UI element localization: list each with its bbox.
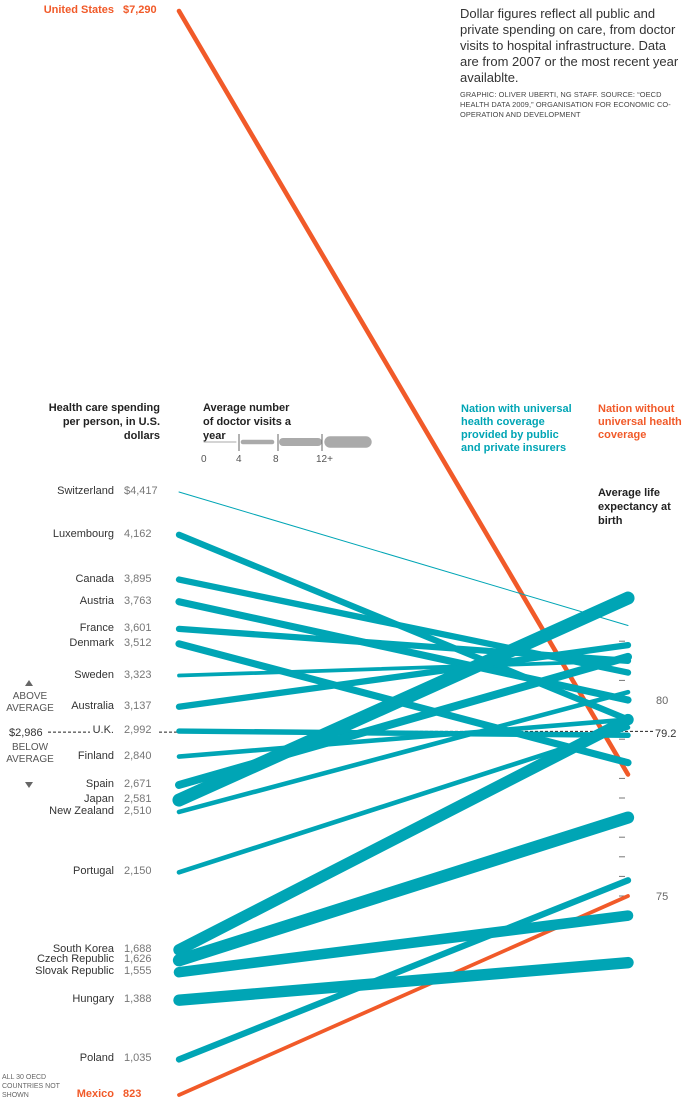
country-label-switzerland: Switzerland — [57, 485, 114, 497]
visit-scale-0: 0 — [201, 454, 207, 465]
spending-value-united-states: $7,290 — [123, 4, 157, 16]
country-label-united-states: United States — [43, 4, 114, 16]
spending-value-austria: 3,763 — [124, 594, 152, 607]
slope-line-u-k — [176, 728, 631, 739]
spending-value-czech-republic: 1,626 — [124, 953, 152, 966]
life-tick-label: 80 — [656, 695, 668, 707]
country-label-denmark: Denmark — [69, 636, 114, 649]
visit-scale-8: 8 — [273, 454, 279, 465]
life-header: Average life expectancy at birth — [598, 487, 671, 527]
slope-line-slovak-republic — [173, 910, 634, 978]
spending-value-poland: 1,035 — [124, 1052, 152, 1065]
country-label-poland: Poland — [79, 1052, 114, 1065]
slope-line-sweden — [177, 658, 630, 678]
visits-header: Average number of doctor visits a year — [203, 402, 292, 442]
slope-line-poland — [175, 877, 632, 1063]
spending-value-spain: 2,671 — [124, 777, 152, 790]
country-label-slovak-republic: Slovak Republic — [35, 965, 114, 978]
spending-value-canada: 3,895 — [124, 572, 152, 585]
slope-line-hungary — [173, 956, 634, 1006]
country-label-portugal: Portugal — [73, 865, 114, 878]
country-label-japan: Japan — [84, 793, 114, 806]
country-label-mexico: Mexico — [76, 1088, 114, 1100]
spending-value-portugal: 2,150 — [124, 865, 152, 878]
above-average-label: ABOVE AVERAGE — [6, 691, 54, 714]
spending-value-japan: 2,581 — [124, 793, 152, 806]
spending-value-luxembourg: 4,162 — [124, 527, 152, 540]
avg-life-label: 79.2 — [655, 728, 677, 740]
slope-line-austria — [175, 598, 632, 704]
country-label-luxembourg: Luxembourg — [52, 527, 114, 540]
life-tick-label: 75 — [656, 891, 668, 903]
country-label-spain: Spain — [85, 777, 114, 790]
spending-value-australia: 3,137 — [124, 699, 152, 712]
country-label-u-k: U.K. — [92, 724, 114, 737]
spending-value-u-k: 2,992 — [124, 724, 152, 737]
visit-scale-12: 12+ — [316, 454, 333, 465]
country-label-finland: Finland — [77, 749, 114, 762]
spending-value-france: 3,601 — [124, 621, 152, 634]
spending-value-sweden: 3,323 — [124, 668, 152, 681]
country-label-australia: Australia — [71, 699, 114, 712]
spending-value-south-korea: 1,688 — [124, 942, 152, 955]
below-average-label: BELOW AVERAGE — [6, 742, 54, 765]
spending-value-new-zealand: 2,510 — [124, 804, 152, 817]
below-arrow-icon — [25, 782, 33, 788]
source-credit: GRAPHIC: OLIVER UBERTI, NG STAFF. SOURCE… — [460, 90, 671, 119]
country-label-sweden: Sweden — [74, 668, 114, 681]
slope-line-czech-republic — [172, 811, 635, 967]
spending-value-slovak-republic: 1,555 — [124, 965, 152, 978]
spending-value-denmark: 3,512 — [124, 636, 152, 649]
spending-value-switzerland: $4,417 — [124, 485, 158, 497]
slope-line-united-states — [176, 8, 631, 777]
slope-line-south-korea — [173, 713, 634, 956]
visit-scale-4: 4 — [236, 454, 242, 465]
country-label-france: France — [79, 621, 114, 634]
country-label-hungary: Hungary — [72, 993, 114, 1006]
spending-header: Health care spending per person, in U.S.… — [48, 402, 160, 442]
spending-value-finland: 2,840 — [124, 749, 152, 762]
intro-note: Dollar figures reflect all public and pr… — [460, 6, 679, 85]
country-label-new-zealand: New Zealand — [49, 804, 114, 817]
slope-line-finland — [176, 717, 631, 759]
legend-universal: Nation with universal health coverage pr… — [461, 403, 572, 454]
slope-line-australia — [175, 641, 632, 710]
slope-line-new-zealand — [176, 689, 631, 815]
country-label-south-korea: South Korea — [52, 942, 114, 955]
above-arrow-icon — [25, 680, 33, 686]
spending-value-hungary: 1,388 — [124, 993, 152, 1006]
country-label-austria: Austria — [79, 594, 114, 607]
spending-value-mexico: 823 — [123, 1088, 142, 1100]
slope-line-switzerland — [178, 491, 629, 627]
footnote: ALL 30 OECD COUNTRIES NOT SHOWN — [2, 1074, 60, 1099]
country-label-canada: Canada — [75, 572, 114, 585]
legend-non-universal: Nation without universal health coverage — [598, 403, 682, 441]
slope-line-japan — [172, 591, 635, 807]
avg-spending-label: $2,986 — [9, 727, 43, 739]
country-label-czech-republic: Czech Republic — [36, 953, 114, 966]
